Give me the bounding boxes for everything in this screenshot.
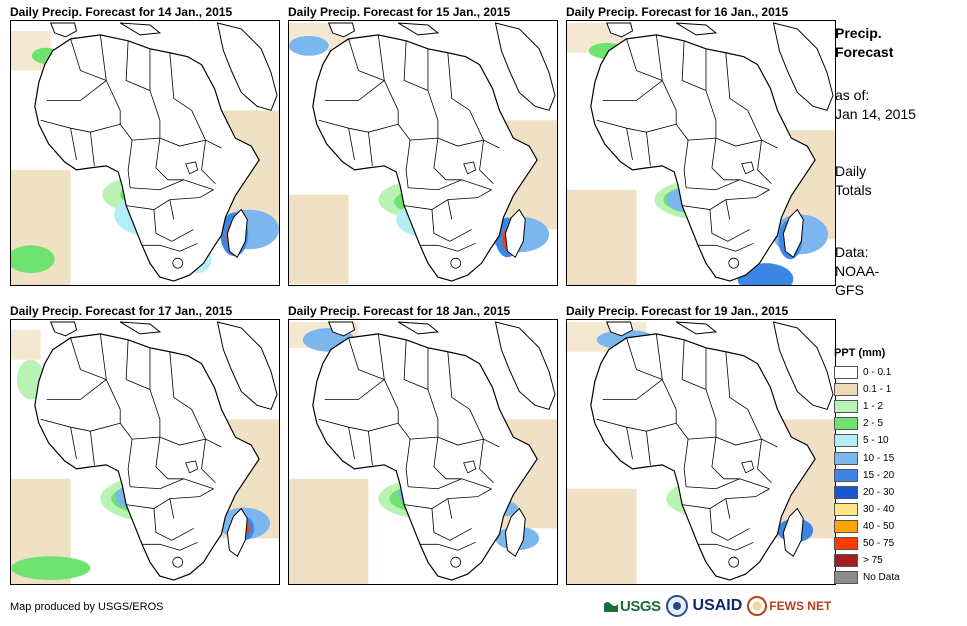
legend-item: > 75 bbox=[834, 552, 944, 569]
legend-swatch bbox=[834, 417, 858, 431]
data-line3: GFS bbox=[835, 282, 864, 298]
legend-item: 0 - 0.1 bbox=[834, 364, 944, 381]
panel-title: Daily Precip. Forecast for 19 Jan., 2015 bbox=[566, 304, 789, 318]
legend-title: PPT (mm) bbox=[834, 347, 886, 359]
legend-item: No Data bbox=[834, 569, 944, 586]
legend-label: 1 - 2 bbox=[863, 401, 884, 413]
as-of-value: Jan 14, 2015 bbox=[835, 106, 916, 122]
legend-swatch bbox=[834, 383, 858, 397]
legend-item: 1 - 2 bbox=[834, 398, 944, 415]
precip-map bbox=[288, 319, 558, 585]
as-of-date: as of: Jan 14, 2015 bbox=[835, 86, 955, 124]
forecast-title: Precip. Forecast bbox=[835, 24, 925, 62]
legend-swatch bbox=[834, 554, 858, 568]
legend-item: 15 - 20 bbox=[834, 467, 944, 484]
legend-label: > 75 bbox=[863, 555, 883, 567]
precip-map bbox=[10, 20, 280, 286]
totals-line1: Daily bbox=[835, 163, 867, 179]
legend-swatch bbox=[834, 366, 858, 380]
legend-swatch bbox=[834, 451, 858, 465]
panel-title: Daily Precip. Forecast for 14 Jan., 2015 bbox=[10, 5, 233, 19]
totals-line2: Totals bbox=[835, 182, 872, 198]
precip-map bbox=[566, 20, 836, 286]
legend-swatch bbox=[834, 400, 858, 414]
legend-label: No Data bbox=[863, 572, 900, 584]
ppt-legend: PPT (mm) 0 - 0.1 0.1 - 1 1 - 2 2 - 5 5 - 10 1… bbox=[834, 347, 944, 586]
precip-map bbox=[288, 20, 558, 286]
panel-title: Daily Precip. Forecast for 15 Jan., 2015 bbox=[288, 5, 511, 19]
fews-net-logo: FEWS NET bbox=[747, 596, 831, 616]
usgs-wave-icon bbox=[604, 602, 618, 612]
legend-label: 10 - 15 bbox=[863, 452, 895, 464]
fews-logo-text: FEWS NET bbox=[769, 599, 832, 613]
usaid-logo: USAID bbox=[692, 597, 743, 614]
legend-label: 0.1 - 1 bbox=[863, 384, 892, 396]
map-credit: Map produced by USGS/EROS bbox=[10, 601, 164, 613]
panel-title: Daily Precip. Forecast for 16 Jan., 2015 bbox=[566, 5, 789, 19]
legend-rows: 0 - 0.1 0.1 - 1 1 - 2 2 - 5 5 - 10 10 - 15 15 … bbox=[834, 364, 944, 586]
forecast-panel-day3: Daily Precip. Forecast for 16 Jan., 2015 bbox=[566, 5, 836, 287]
data-source: Data: NOAA- GFS bbox=[835, 243, 895, 300]
legend-label: 5 - 10 bbox=[863, 435, 889, 447]
legend-label: 2 - 5 bbox=[863, 418, 884, 430]
legend-item: 0.1 - 1 bbox=[834, 381, 944, 398]
usgs-logo-text: USGS bbox=[620, 597, 661, 615]
legend-label: 50 - 75 bbox=[863, 537, 895, 549]
legend-swatch bbox=[834, 502, 858, 516]
legend-item: 50 - 75 bbox=[834, 535, 944, 552]
legend-swatch bbox=[834, 571, 858, 585]
legend-item: 2 - 5 bbox=[834, 415, 944, 432]
legend-item: 20 - 30 bbox=[834, 484, 944, 501]
legend-item: 40 - 50 bbox=[834, 518, 944, 535]
legend-item: 5 - 10 bbox=[834, 432, 944, 449]
legend-label: 0 - 0.1 bbox=[863, 367, 892, 379]
panel-title: Daily Precip. Forecast for 18 Jan., 2015 bbox=[288, 304, 511, 318]
usaid-seal-icon bbox=[665, 595, 688, 617]
legend-label: 20 - 30 bbox=[863, 486, 895, 498]
legend-label: 40 - 50 bbox=[863, 520, 895, 532]
partner-logos: USGS USAID FEWS NET bbox=[604, 595, 831, 617]
legend-label: 15 - 20 bbox=[863, 469, 895, 481]
legend-item: 10 - 15 bbox=[834, 449, 944, 466]
as-of-label: as of: bbox=[835, 87, 870, 103]
data-line2: NOAA- bbox=[835, 263, 880, 279]
forecast-panel-day5: Daily Precip. Forecast for 18 Jan., 2015 bbox=[288, 304, 558, 586]
daily-totals-label: Daily Totals bbox=[835, 162, 925, 200]
legend-swatch bbox=[834, 536, 858, 550]
forecast-panel-day6: Daily Precip. Forecast for 19 Jan., 2015 bbox=[566, 304, 836, 586]
precip-map bbox=[566, 319, 836, 585]
usgs-logo: USGS bbox=[604, 598, 661, 615]
legend-swatch bbox=[834, 485, 858, 499]
forecast-panel-day4: Daily Precip. Forecast for 17 Jan., 2015 bbox=[10, 304, 280, 586]
forecast-title-line1: Precip. bbox=[835, 25, 882, 41]
legend-swatch bbox=[834, 434, 858, 448]
data-line1: Data: bbox=[835, 244, 869, 260]
legend-item: 30 - 40 bbox=[834, 501, 944, 518]
forecast-panel-day2: Daily Precip. Forecast for 15 Jan., 2015 bbox=[288, 5, 558, 287]
forecast-panel-day1: Daily Precip. Forecast for 14 Jan., 2015 bbox=[10, 5, 280, 287]
forecast-title-line2: Forecast bbox=[835, 44, 894, 60]
panel-title: Daily Precip. Forecast for 17 Jan., 2015 bbox=[10, 304, 233, 318]
precip-map bbox=[10, 319, 280, 585]
legend-swatch bbox=[834, 519, 858, 533]
legend-swatch bbox=[834, 468, 858, 482]
legend-label: 30 - 40 bbox=[863, 503, 895, 515]
fews-globe-icon bbox=[747, 596, 768, 616]
